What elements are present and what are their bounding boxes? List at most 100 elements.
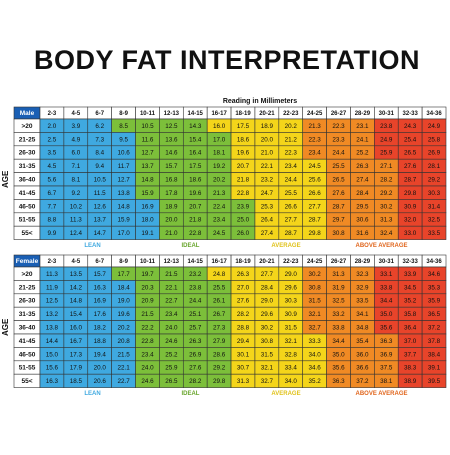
value: 16.0 (213, 123, 226, 130)
value: 17.0 (117, 230, 130, 237)
value: 27.7 (309, 203, 322, 210)
value: 20.3 (141, 284, 154, 291)
value: 22.4 (213, 203, 226, 210)
column-header: 24-25 (307, 259, 323, 265)
value: 21.5 (141, 311, 154, 318)
value: 26.5 (332, 176, 345, 183)
value: 11.9 (46, 284, 58, 291)
value: 15.4 (189, 136, 202, 143)
value: 32.4 (380, 230, 393, 237)
value: 19.7 (141, 271, 154, 278)
value: 26.3 (189, 338, 202, 345)
value: 33.8 (380, 284, 393, 291)
value: 27.6 (237, 298, 250, 305)
value: 14.8 (70, 298, 83, 305)
value: 37.7 (404, 351, 417, 358)
value: 22.8 (189, 230, 202, 237)
column-header: 18-19 (235, 259, 251, 265)
value: 23.2 (261, 176, 274, 183)
value: 32.8 (285, 351, 298, 358)
value: 3.5 (48, 150, 57, 157)
value: 26.9 (428, 150, 441, 157)
age-label: 36-40 (19, 177, 36, 184)
value: 34.0 (309, 351, 322, 358)
value: 24.0 (141, 365, 154, 372)
value: 35.2 (404, 298, 417, 305)
value: 25.5 (213, 284, 226, 291)
value: 37.0 (404, 338, 417, 345)
column-header: 20-21 (259, 259, 275, 265)
value: 30.2 (380, 203, 393, 210)
column-header: 10-11 (140, 259, 156, 265)
value: 31.3 (332, 271, 345, 278)
value: 27.4 (356, 176, 369, 183)
value: 18.6 (237, 136, 250, 143)
zone-label: AVERAGE (271, 243, 300, 249)
value: 9.2 (71, 190, 80, 197)
value: 16.9 (94, 298, 107, 305)
value: 30.8 (332, 230, 345, 237)
value: 12.5 (165, 123, 178, 130)
age-label: 31-35 (19, 163, 36, 170)
value: 29.7 (332, 217, 345, 224)
value: 27.7 (285, 217, 298, 224)
column-header: 24-25 (307, 111, 323, 117)
value: 20.2 (213, 176, 226, 183)
value: 30.8 (309, 284, 322, 291)
value: 11.5 (94, 190, 106, 197)
value: 21.5 (165, 271, 178, 278)
value: 26.7 (213, 311, 226, 318)
value: 27.6 (332, 190, 345, 197)
age-label: 55< (21, 378, 32, 385)
value: 17.5 (189, 163, 202, 170)
value: 24.9 (428, 123, 441, 130)
value: 33.5 (356, 298, 369, 305)
value: 24.4 (285, 176, 298, 183)
value: 21.0 (261, 150, 274, 157)
value: 13.8 (117, 190, 130, 197)
value: 17.6 (94, 311, 107, 318)
value: 35.3 (428, 284, 441, 291)
value: 10.5 (94, 176, 107, 183)
value: 23.4 (213, 217, 226, 224)
value: 19.6 (117, 311, 130, 318)
value: 25.9 (380, 150, 393, 157)
value: 20.0 (165, 217, 178, 224)
value: 34.6 (309, 365, 322, 372)
zone-label: AVERAGE (271, 391, 300, 397)
value: 21.0 (165, 230, 178, 237)
zone-label: ABOVE AVERAGE (356, 391, 408, 397)
value: 24.7 (261, 190, 274, 197)
value: 24.3 (404, 123, 417, 130)
value: 37.2 (356, 378, 369, 385)
value: 35.0 (380, 311, 393, 318)
value: 27.3 (213, 324, 226, 331)
value: 12.5 (46, 298, 59, 305)
value: 31.5 (261, 351, 274, 358)
value: 23.8 (189, 284, 202, 291)
value: 30.2 (309, 271, 322, 278)
column-header: 8-9 (119, 111, 128, 117)
value: 19.6 (189, 190, 202, 197)
value: 23.4 (309, 150, 322, 157)
value: 28.6 (213, 351, 226, 358)
zone-label: LEAN (84, 243, 100, 249)
value: 15.9 (141, 190, 154, 197)
value: 16.0 (70, 324, 83, 331)
value: 30.6 (356, 217, 369, 224)
value: 25.2 (356, 150, 369, 157)
value: 6.2 (95, 123, 104, 130)
value: 34.5 (404, 284, 417, 291)
value: 19.4 (94, 351, 107, 358)
column-header: 30-31 (379, 259, 395, 265)
value: 27.6 (404, 163, 417, 170)
value: 8.8 (48, 217, 57, 224)
value: 22.1 (117, 365, 130, 372)
value: 33.5 (428, 230, 441, 237)
value: 34.6 (428, 271, 441, 278)
value: 26.5 (404, 150, 417, 157)
value: 16.3 (46, 378, 59, 385)
value: 35.2 (309, 378, 322, 385)
value: 22.8 (141, 338, 154, 345)
